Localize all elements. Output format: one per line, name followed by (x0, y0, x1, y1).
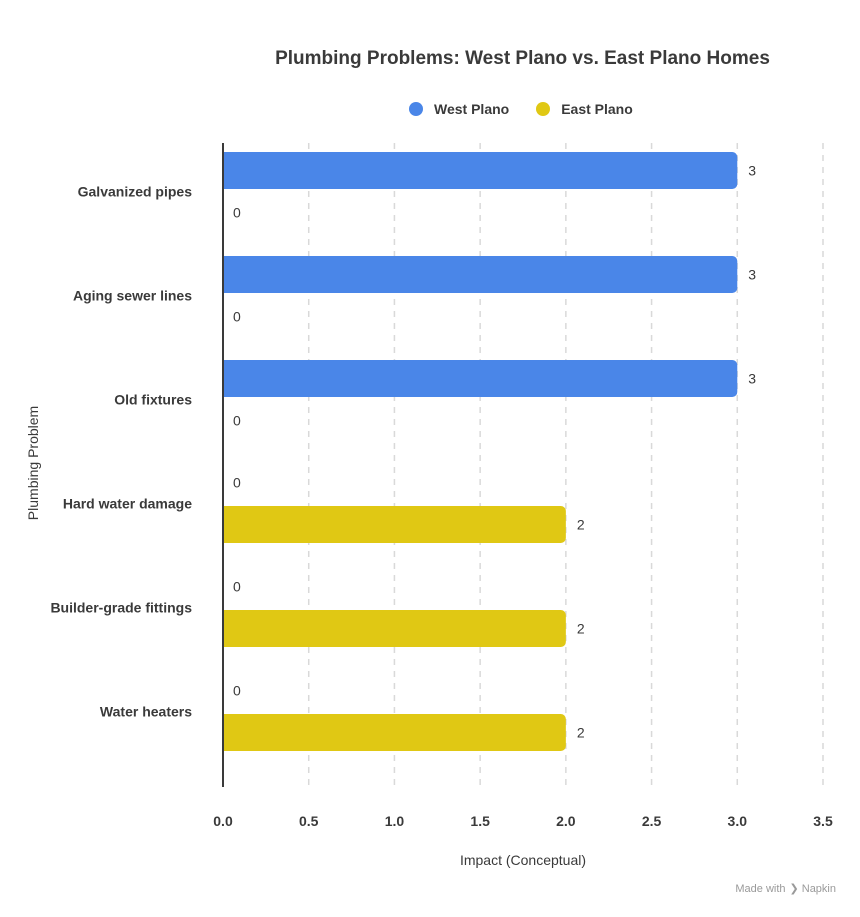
data-label: 3 (748, 371, 756, 387)
x-tick-label-3: 1.5 (470, 813, 490, 829)
legend-swatch-east (536, 102, 551, 116)
data-label: 0 (233, 205, 241, 221)
bar-west (223, 256, 738, 293)
napkin-logo-icon: ❯ (789, 883, 799, 895)
legend-label-east: East Plano (561, 101, 633, 117)
x-tick-label-4: 2.0 (556, 813, 576, 829)
legend-item-east[interactable]: East Plano (536, 101, 633, 117)
bar-west (223, 152, 738, 189)
data-label: 3 (748, 163, 756, 179)
x-tick-label-6: 3.0 (728, 813, 748, 829)
data-label: 0 (233, 579, 241, 595)
bar-east (223, 610, 566, 647)
x-tick-label-7: 3.5 (813, 813, 833, 829)
data-label: 2 (577, 517, 585, 533)
x-tick-label-2: 1.0 (385, 813, 405, 829)
legend: West Plano East Plano (409, 101, 660, 117)
x-axis-label: Impact (Conceptual) (460, 852, 586, 868)
category-label: Galvanized pipes (78, 184, 193, 200)
x-tick-label-1: 0.5 (299, 813, 319, 829)
x-tick-label-0: 0.0 (213, 813, 233, 829)
bar-base-east (223, 714, 231, 751)
category-label: Water heaters (100, 704, 192, 720)
data-label: 2 (577, 621, 585, 637)
bar-east (223, 714, 566, 751)
category-label: Hard water damage (63, 496, 192, 512)
y-axis-label: Plumbing Problem (25, 406, 41, 520)
footer-made-with: Made with (735, 882, 786, 895)
data-label: 3 (748, 267, 756, 283)
data-label: 0 (233, 309, 241, 325)
bar-base-east (223, 506, 231, 543)
legend-label-west: West Plano (434, 101, 510, 117)
data-label: 0 (233, 413, 241, 429)
data-label: 0 (233, 475, 241, 491)
x-tick-label-5: 2.5 (642, 813, 662, 829)
data-label: 0 (233, 683, 241, 699)
category-label: Builder-grade fittings (50, 600, 192, 616)
legend-swatch-west (409, 102, 423, 116)
footer-credit: Made with ❯ Napkin (735, 882, 836, 896)
bar-east (223, 506, 566, 543)
data-label: 2 (577, 725, 585, 741)
chart-title: Plumbing Problems: West Plano vs. East P… (275, 48, 770, 69)
bar-base-west (223, 360, 231, 397)
category-label: Old fixtures (114, 392, 192, 408)
bar-base-west (223, 256, 231, 293)
bar-west (223, 360, 738, 397)
bar-base-east (223, 610, 231, 647)
category-label: Aging sewer lines (73, 288, 192, 304)
footer-brand: Napkin (801, 882, 836, 895)
bar-base-west (223, 152, 231, 189)
legend-item-west[interactable]: West Plano (409, 101, 509, 117)
